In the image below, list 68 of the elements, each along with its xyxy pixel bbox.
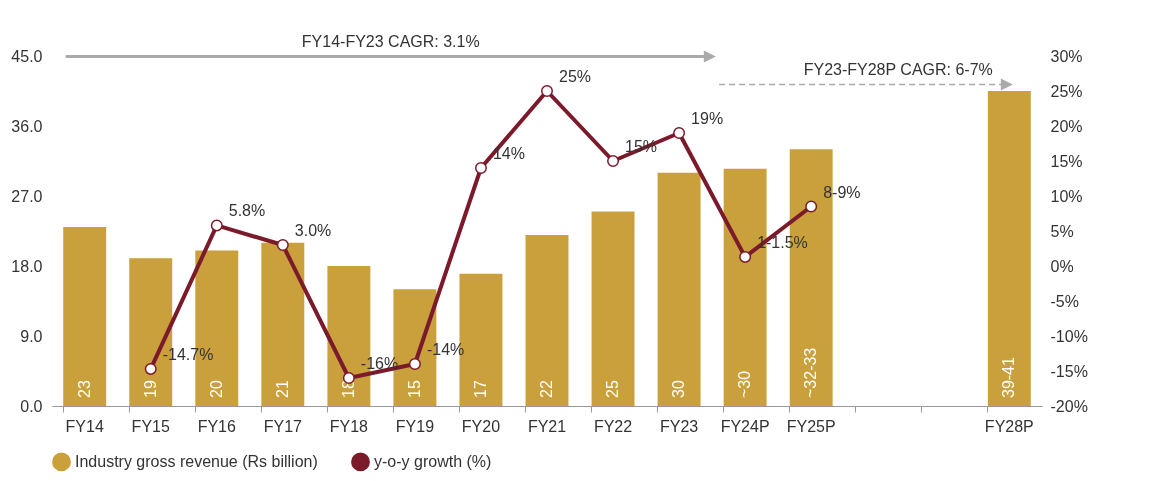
- annotation: FY23-FY28P CAGR: 6-7%: [803, 60, 993, 78]
- text: FY14-FY23 CAGR: 3.1%: [301, 32, 480, 50]
- data-label: ~32-33: [802, 347, 820, 398]
- data-label: 21: [273, 380, 291, 398]
- bar: [987, 91, 1031, 406]
- data-label: ~30: [736, 370, 754, 398]
- data-label: 17: [471, 380, 489, 398]
- point: [805, 200, 818, 213]
- data-label: 19%: [691, 110, 724, 127]
- y-tick-label: 45.0: [11, 47, 43, 65]
- point: [673, 127, 686, 139]
- point: [474, 162, 487, 174]
- x-tick-label: FY19: [395, 417, 435, 435]
- data-label: 25%: [559, 68, 592, 85]
- data-label: 30: [670, 380, 688, 398]
- data-label: 39-41: [1000, 356, 1018, 398]
- y2-tick-label: 10%: [1050, 187, 1083, 205]
- y-tick-label: 0.0: [20, 397, 43, 415]
- data-label: 23: [75, 380, 93, 398]
- data-label: 22: [538, 380, 555, 398]
- y2-tick-label: 15%: [1050, 152, 1083, 170]
- data-label: 19: [141, 380, 159, 398]
- y2-tick-label: -10%: [1050, 327, 1088, 345]
- y-tick-label: 27.0: [11, 187, 43, 205]
- x-tick-label: FY16: [197, 417, 236, 435]
- data-label: 14%: [492, 145, 525, 162]
- data-label: 1-1.5%: [757, 233, 808, 251]
- data-label: 5.8%: [228, 202, 266, 220]
- y2-tick-label: 25%: [1050, 82, 1083, 100]
- x-tick-label: FY28P: [984, 417, 1034, 435]
- bar: [657, 172, 701, 406]
- point: [408, 358, 421, 370]
- legend-label: Industry gross revenue (Rs billion): [75, 452, 318, 470]
- x-tick-label: FY18: [329, 417, 369, 435]
- bar: [261, 242, 305, 406]
- point: [739, 250, 752, 263]
- point: [210, 219, 223, 232]
- point: [276, 239, 289, 251]
- x-tick-label: FY25P: [786, 417, 836, 435]
- bar: [591, 211, 635, 406]
- bar: [525, 234, 569, 406]
- point: [144, 362, 157, 375]
- x-tick-label: FY15: [131, 417, 170, 435]
- legend-label: y-o-y growth (%): [374, 452, 492, 470]
- y2-tick-label: -20%: [1050, 397, 1088, 415]
- point: [607, 155, 620, 167]
- x-tick-label: FY24P: [720, 417, 770, 435]
- x-tick-label: FY23: [659, 417, 699, 435]
- x-tick-label: FY22: [593, 417, 633, 435]
- data-label: 25: [604, 380, 622, 398]
- data-label: 15: [405, 380, 423, 398]
- y2-tick-label: 5%: [1050, 222, 1074, 240]
- point: [541, 85, 553, 97]
- data-label: 20: [207, 380, 225, 398]
- x-tick-label: FY17: [263, 417, 303, 435]
- y2-tick-label: 0%: [1050, 257, 1074, 275]
- y2-tick-label: -5%: [1050, 292, 1079, 310]
- x-tick-label: FY21: [527, 417, 567, 435]
- y-tick-label: 18.0: [11, 257, 43, 275]
- y2-tick-label: 30%: [1050, 47, 1083, 65]
- bar: [63, 227, 107, 406]
- y2-tick-label: -15%: [1050, 362, 1088, 380]
- data-label: 3.0%: [294, 222, 332, 239]
- y-tick-label: 9.0: [20, 327, 43, 345]
- x-tick-label: FY20: [461, 417, 501, 435]
- y-tick-label: 36.0: [11, 117, 43, 135]
- x-tick-label: FY14: [65, 417, 104, 435]
- y2-tick-label: 20%: [1050, 117, 1083, 135]
